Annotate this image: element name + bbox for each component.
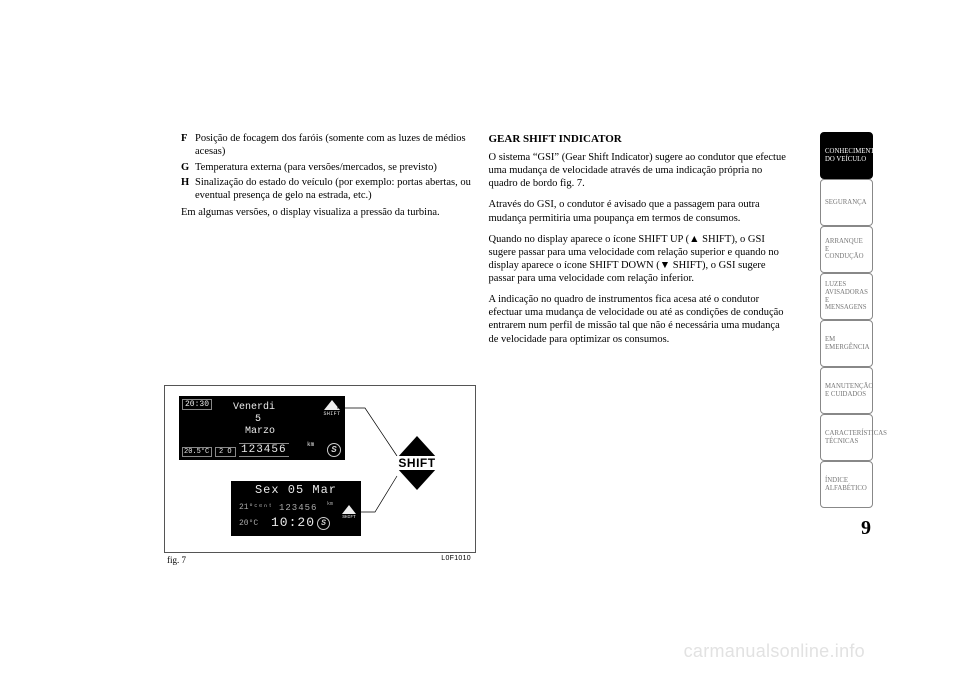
- panel2-time: 10:20: [271, 515, 315, 530]
- shift-label: SHIFT: [340, 515, 358, 520]
- figure-frame: 20:30 Venerdi 5 Marzo 20.5°C 2 O 123456 …: [164, 385, 476, 553]
- shift-up-icon: [324, 400, 340, 410]
- tab-emergencia[interactable]: EM EMERGÊNCIA: [820, 320, 873, 367]
- panel1-time: 20:30: [182, 399, 212, 410]
- panel1-temp: 20.5°C: [182, 447, 212, 457]
- paragraph: Através do GSI, o condutor é avisado que…: [489, 198, 790, 224]
- item-text: Temperatura externa (para versões/mercad…: [195, 162, 473, 175]
- tab-conhecimento[interactable]: CONHECIMENTO DO VEÍCULO: [820, 132, 873, 179]
- panel2-shift-indicator: SHIFT: [340, 505, 358, 520]
- panel1-headlight-icon: 2 O: [215, 447, 236, 457]
- panel1-day-number: 5: [255, 414, 261, 425]
- shift-label: SHIFT: [387, 456, 447, 470]
- list-item: H Sinalização do estado do veículo (por …: [181, 177, 473, 203]
- item-marker: F: [181, 133, 195, 159]
- right-column: GEAR SHIFT INDICATOR O sistema “GSI” (Ge…: [477, 133, 790, 563]
- panel2-temp: 21°ᶜᵉⁿᵗ: [239, 503, 273, 512]
- shift-up-icon: [342, 505, 356, 514]
- paragraph: A indicação no quadro de instrumentos fi…: [489, 293, 790, 346]
- watermark: carmanualsonline.info: [684, 641, 865, 662]
- panel1-km-label: km: [307, 441, 314, 448]
- panel1-day: Venerdi: [233, 402, 275, 413]
- section-heading: GEAR SHIFT INDICATOR: [489, 133, 790, 145]
- figure-code: L0F1010: [441, 555, 471, 562]
- tab-seguranca[interactable]: SEGURANÇA: [820, 179, 873, 226]
- item-marker: G: [181, 162, 195, 175]
- panel2-date: Sex 05 Mar: [231, 483, 361, 497]
- tab-manutencao[interactable]: MANUTENÇÃO E CUIDADOS: [820, 367, 873, 414]
- panel1-s-icon: S: [327, 443, 341, 457]
- panel2-odometer: 123456: [279, 503, 317, 513]
- tab-indice[interactable]: ÍNDICE ALFABÉTICO: [820, 461, 873, 508]
- paragraph: O sistema “GSI” (Gear Shift Indicator) s…: [489, 151, 790, 190]
- shift-label: SHIFT: [322, 411, 342, 417]
- page-number: 9: [861, 517, 871, 540]
- shift-up-icon: [397, 436, 437, 458]
- list-item: F Posição de focagem dos faróis (somente…: [181, 133, 473, 159]
- display-panel-2: Sex 05 Mar 21°ᶜᵉⁿᵗ 123456 km 20°C 10:20 …: [231, 481, 361, 536]
- figure-caption: fig. 7: [167, 555, 186, 565]
- side-tabs: CONHECIMENTO DO VEÍCULO SEGURANÇA ARRANQ…: [820, 132, 873, 508]
- shift-diamond: SHIFT: [387, 436, 447, 490]
- panel2-s-icon: S: [317, 517, 330, 530]
- item-text: Posição de focagem dos faróis (somente c…: [195, 133, 473, 159]
- tab-arranque[interactable]: ARRANQUE E CONDUÇÃO: [820, 226, 873, 273]
- figure-7: 20:30 Venerdi 5 Marzo 20.5°C 2 O 123456 …: [164, 385, 476, 567]
- item-marker: H: [181, 177, 195, 203]
- paragraph: Em algumas versões, o display visualiza …: [181, 207, 473, 220]
- panel2-km-label: km: [327, 501, 333, 507]
- display-panel-1: 20:30 Venerdi 5 Marzo 20.5°C 2 O 123456 …: [179, 396, 345, 460]
- panel1-month: Marzo: [245, 426, 275, 437]
- tab-caracteristicas[interactable]: CARACTERÍSTICAS TÉCNICAS: [820, 414, 873, 461]
- panel1-odometer: 123456: [239, 443, 289, 457]
- list-item: G Temperatura externa (para versões/merc…: [181, 162, 473, 175]
- paragraph: Quando no display aparece o ícone SHIFT …: [489, 233, 790, 286]
- panel2-temp2: 20°C: [239, 519, 258, 528]
- item-text: Sinalização do estado do veículo (por ex…: [195, 177, 473, 203]
- shift-down-icon: [397, 468, 437, 490]
- tab-luzes[interactable]: LUZES AVISADORAS E MENSAGENS: [820, 273, 873, 320]
- panel1-shift-indicator: SHIFT: [322, 400, 342, 417]
